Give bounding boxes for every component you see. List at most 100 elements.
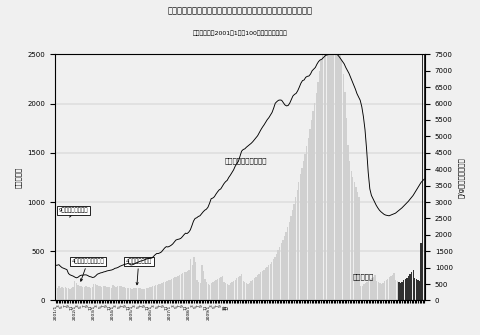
Bar <box>82 287 84 300</box>
Bar <box>58 286 60 300</box>
Bar <box>115 287 117 300</box>
Bar <box>108 287 109 300</box>
Bar <box>403 280 404 300</box>
Bar <box>149 287 150 300</box>
Bar <box>198 282 199 300</box>
Bar <box>92 287 93 300</box>
Bar <box>368 281 370 300</box>
Text: 販売量推移: 販売量推移 <box>352 274 373 280</box>
Bar <box>315 93 317 300</box>
Bar <box>378 282 379 300</box>
Bar <box>266 267 268 300</box>
Bar <box>288 222 290 300</box>
Bar <box>212 282 214 300</box>
Bar <box>262 271 263 300</box>
Bar <box>328 18 330 300</box>
Bar <box>128 288 130 300</box>
Bar <box>231 282 233 300</box>
Bar <box>147 288 148 300</box>
Bar <box>265 268 266 300</box>
Bar <box>179 275 180 300</box>
Bar <box>152 286 153 300</box>
Bar <box>392 275 393 300</box>
Bar <box>317 82 319 300</box>
Bar <box>209 285 211 300</box>
Bar <box>376 281 377 300</box>
Bar <box>281 243 282 300</box>
Bar <box>412 270 414 300</box>
Bar <box>311 120 312 300</box>
Bar <box>363 284 365 300</box>
Bar <box>72 287 74 300</box>
Bar <box>150 287 152 300</box>
Bar <box>359 197 360 300</box>
Bar <box>290 216 291 300</box>
Bar <box>158 284 160 300</box>
Bar <box>235 280 236 300</box>
Bar <box>360 286 361 300</box>
Bar <box>343 74 344 300</box>
Bar <box>223 282 225 300</box>
Text: プラチナ地金価格推移: プラチナ地金価格推移 <box>225 158 268 164</box>
Bar <box>400 283 401 300</box>
Bar <box>292 210 293 300</box>
Bar <box>138 288 139 300</box>
Bar <box>77 285 79 300</box>
Bar <box>177 276 179 300</box>
Bar <box>81 286 82 300</box>
Bar <box>156 285 158 300</box>
Bar <box>244 282 245 300</box>
Bar <box>214 281 215 300</box>
Bar <box>88 287 90 300</box>
Bar <box>180 274 182 300</box>
Bar <box>371 278 372 300</box>
Bar <box>120 286 121 300</box>
Bar <box>190 259 192 300</box>
Bar <box>279 247 280 300</box>
Bar <box>249 283 250 300</box>
Bar <box>420 243 422 300</box>
Bar <box>184 272 185 300</box>
Bar <box>339 50 341 300</box>
Bar <box>144 289 145 300</box>
Bar <box>130 288 131 300</box>
Bar <box>238 277 239 300</box>
Text: 4月ペイオフ解禁: 4月ペイオフ解禁 <box>126 259 152 285</box>
Bar <box>71 288 72 300</box>
Bar <box>141 289 142 300</box>
Bar <box>176 277 177 300</box>
Bar <box>396 281 398 300</box>
Bar <box>297 190 298 300</box>
Bar <box>233 281 234 300</box>
Bar <box>227 284 228 300</box>
Bar <box>309 129 311 300</box>
Bar <box>408 276 409 300</box>
Bar <box>271 262 273 300</box>
Bar <box>327 23 328 300</box>
Bar <box>161 283 163 300</box>
Bar <box>55 291 56 300</box>
Bar <box>155 285 156 300</box>
Bar <box>242 281 244 300</box>
Bar <box>112 285 114 300</box>
Text: 4月ペイオフ一部解禁: 4月ペイオフ一部解禁 <box>72 259 104 281</box>
Bar <box>383 282 384 300</box>
Bar <box>274 257 276 300</box>
Bar <box>395 280 396 300</box>
Bar <box>286 231 287 300</box>
Bar <box>117 286 119 300</box>
Bar <box>196 280 198 300</box>
Bar <box>98 286 99 300</box>
Bar <box>324 40 325 300</box>
Bar <box>257 275 258 300</box>
Bar <box>260 272 261 300</box>
Bar <box>308 138 309 300</box>
Bar <box>127 288 128 300</box>
Bar <box>85 286 86 300</box>
Bar <box>405 279 406 300</box>
Bar <box>64 287 66 300</box>
Bar <box>189 270 190 300</box>
Bar <box>217 279 218 300</box>
Bar <box>366 282 368 300</box>
Bar <box>216 280 217 300</box>
